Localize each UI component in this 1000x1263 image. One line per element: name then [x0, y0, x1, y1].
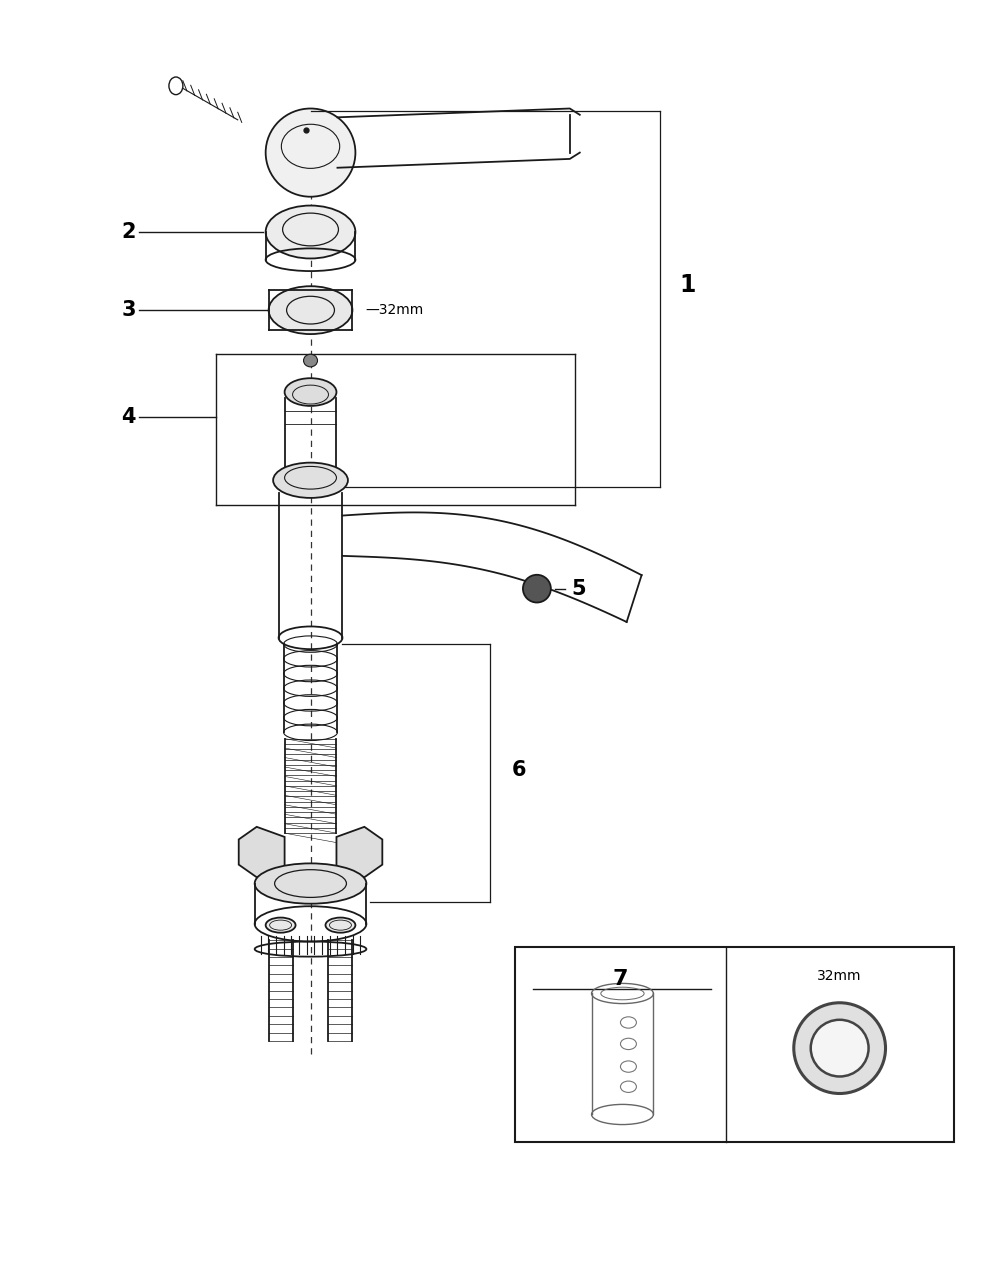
Text: 5: 5 [572, 578, 586, 599]
Ellipse shape [266, 206, 355, 259]
Ellipse shape [523, 575, 551, 602]
Ellipse shape [269, 287, 352, 335]
Text: 4: 4 [122, 407, 136, 427]
Ellipse shape [266, 109, 355, 197]
Ellipse shape [285, 378, 336, 405]
Text: 7: 7 [613, 969, 628, 989]
Ellipse shape [794, 1003, 886, 1094]
Ellipse shape [273, 462, 348, 498]
Text: —32mm: —32mm [365, 303, 424, 317]
Ellipse shape [325, 918, 355, 932]
Ellipse shape [266, 918, 296, 932]
Ellipse shape [304, 354, 318, 366]
Polygon shape [239, 827, 285, 878]
Polygon shape [336, 827, 382, 878]
Text: 1: 1 [680, 273, 696, 297]
Bar [515, 946, 954, 1142]
Text: 3: 3 [122, 301, 136, 320]
Text: 32mm: 32mm [817, 969, 862, 983]
Text: 2: 2 [122, 222, 136, 242]
Ellipse shape [255, 864, 366, 904]
Ellipse shape [811, 1019, 869, 1076]
Text: 6: 6 [512, 760, 526, 781]
